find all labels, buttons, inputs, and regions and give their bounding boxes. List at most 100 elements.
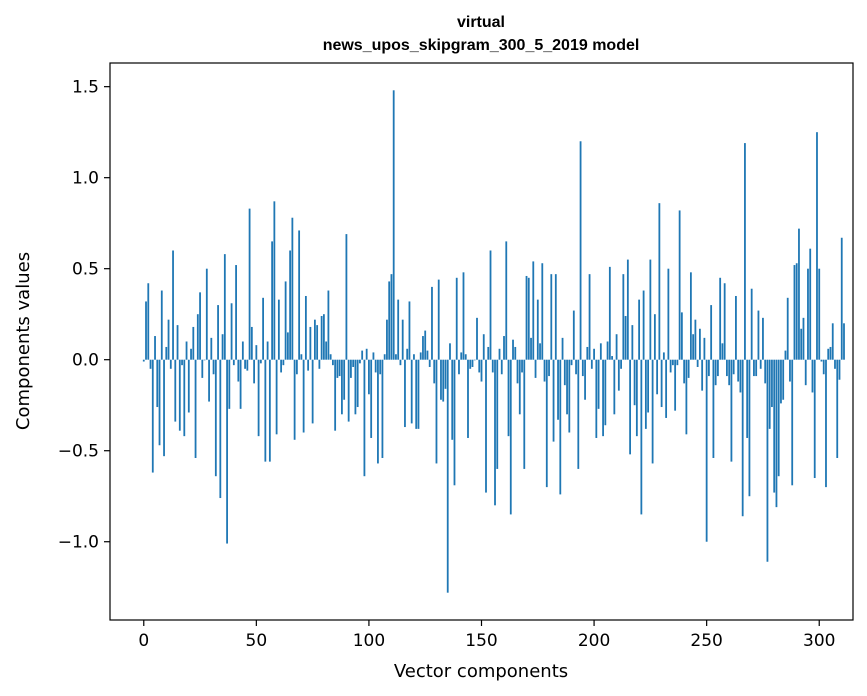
bar — [602, 359, 604, 437]
bar — [244, 359, 246, 369]
bar — [539, 343, 541, 360]
bar — [205, 268, 208, 360]
bar — [494, 359, 496, 506]
bar — [327, 290, 330, 360]
bar — [615, 334, 618, 360]
chart-title-line-1: virtual — [457, 14, 505, 31]
bar — [316, 325, 319, 360]
bar — [437, 279, 440, 360]
bar — [802, 317, 805, 360]
bar — [818, 268, 821, 360]
bar — [469, 359, 472, 369]
bar — [307, 359, 310, 371]
bar — [719, 277, 722, 360]
bar — [827, 348, 830, 360]
bar — [185, 341, 188, 360]
bar — [572, 310, 575, 360]
bar — [804, 359, 807, 386]
bar — [509, 359, 512, 515]
y-tick-label: 0.0 — [72, 351, 99, 371]
bar — [717, 359, 719, 377]
bar — [782, 359, 785, 400]
bar — [176, 325, 179, 360]
bar — [658, 203, 661, 360]
bar — [471, 359, 474, 367]
bar — [194, 359, 197, 458]
bar — [379, 359, 382, 375]
bar — [183, 359, 186, 437]
bar — [370, 359, 373, 438]
bar — [201, 359, 204, 378]
bar — [570, 359, 573, 366]
bar — [300, 354, 303, 360]
bar — [478, 359, 481, 373]
x-tick-label: 0 — [138, 631, 149, 651]
bar — [545, 359, 548, 488]
bar — [604, 359, 607, 426]
y-tick-label: 1.5 — [72, 78, 99, 98]
bar — [532, 261, 535, 360]
bar — [268, 359, 271, 462]
bar — [401, 319, 404, 360]
bar — [669, 359, 672, 373]
bar — [460, 352, 463, 360]
bar — [361, 350, 364, 360]
bar — [568, 359, 571, 433]
bar — [685, 359, 688, 435]
bar — [374, 359, 377, 373]
bar — [755, 359, 758, 377]
bar — [399, 359, 402, 366]
bar — [262, 297, 264, 360]
bar — [678, 210, 681, 360]
bar — [500, 359, 503, 375]
bar — [476, 317, 478, 360]
chart-title-line-2: news_upos_skipgram_300_5_2019 model — [323, 37, 640, 54]
bar — [696, 359, 699, 367]
bar — [187, 359, 190, 413]
bar — [530, 337, 532, 360]
bar — [507, 359, 510, 437]
bar — [217, 305, 219, 360]
bar — [266, 341, 269, 360]
bar — [442, 359, 445, 402]
bar — [435, 359, 438, 464]
bar — [768, 359, 771, 429]
bar — [523, 359, 526, 469]
bar — [356, 359, 359, 408]
bar — [424, 330, 427, 360]
x-tick-label: 200 — [578, 631, 610, 651]
bar — [629, 359, 631, 455]
bar — [458, 359, 460, 375]
bar — [467, 359, 469, 438]
bar — [773, 359, 776, 493]
bar — [694, 319, 697, 360]
bar — [178, 359, 181, 431]
bar — [271, 241, 274, 360]
bar — [624, 316, 627, 360]
bar — [527, 277, 530, 360]
bar — [674, 359, 677, 411]
bar — [235, 265, 237, 360]
bar — [606, 341, 609, 360]
bar — [620, 359, 622, 369]
bar — [597, 359, 600, 409]
bar — [496, 359, 499, 469]
bar — [158, 359, 161, 446]
bar — [154, 336, 156, 360]
bar — [203, 359, 206, 361]
bar — [284, 281, 287, 360]
y-axis-ticks: −1.0 −0.5 0.0 0.5 1.0 1.5 — [58, 78, 110, 553]
bar — [491, 359, 494, 373]
bar — [473, 359, 476, 361]
bar — [413, 354, 415, 360]
bar — [289, 250, 292, 360]
x-axis-ticks: 0 50 100 150 200 250 300 — [138, 620, 835, 651]
bar — [149, 359, 152, 369]
bar — [223, 254, 226, 360]
bar — [295, 359, 298, 375]
bar — [644, 359, 647, 429]
bar — [550, 274, 553, 360]
bar — [633, 359, 636, 406]
bar — [151, 359, 154, 473]
bar — [440, 359, 442, 400]
